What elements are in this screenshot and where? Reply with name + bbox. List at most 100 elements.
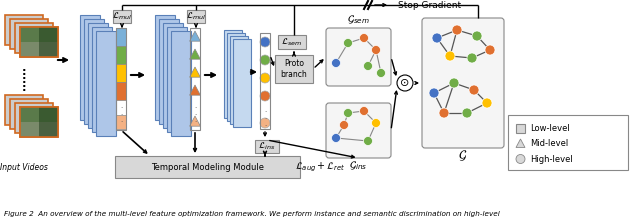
Bar <box>20 107 58 137</box>
Polygon shape <box>189 116 200 126</box>
Bar <box>20 27 58 57</box>
Bar <box>116 82 126 100</box>
Circle shape <box>376 68 385 77</box>
Circle shape <box>449 78 459 88</box>
Bar <box>275 55 313 83</box>
Text: $\mathcal{L}_{ins}$: $\mathcal{L}_{ins}$ <box>259 141 276 152</box>
Circle shape <box>397 75 413 91</box>
Text: Stop Gradient: Stop Gradient <box>399 1 461 10</box>
Bar <box>80 15 100 120</box>
Bar <box>20 42 39 57</box>
Bar <box>5 95 43 125</box>
Text: ·
·
·: · · · <box>120 105 122 125</box>
Circle shape <box>445 51 455 61</box>
Bar <box>171 31 191 136</box>
Bar <box>96 31 116 136</box>
Bar <box>116 28 126 130</box>
Bar <box>190 28 200 130</box>
Bar <box>10 19 48 49</box>
Circle shape <box>364 62 372 70</box>
Bar <box>84 19 104 124</box>
Bar <box>116 64 126 82</box>
Bar <box>92 27 112 132</box>
Circle shape <box>332 134 340 143</box>
Text: Mid-level: Mid-level <box>530 139 568 148</box>
Text: Proto
branch: Proto branch <box>280 59 307 79</box>
Text: ·
·
·: · · · <box>264 109 266 129</box>
Bar <box>15 103 53 133</box>
Circle shape <box>452 25 462 35</box>
Circle shape <box>260 37 270 47</box>
Polygon shape <box>189 85 200 95</box>
Circle shape <box>344 38 353 48</box>
Bar <box>163 23 183 128</box>
Bar <box>159 19 179 124</box>
Bar <box>5 15 43 45</box>
Text: $\mathcal{L}_{mul}$: $\mathcal{L}_{mul}$ <box>186 11 206 22</box>
Bar <box>115 156 300 178</box>
Text: $\mathcal{G}_{ins}$: $\mathcal{G}_{ins}$ <box>349 160 368 172</box>
Bar <box>187 10 205 23</box>
Bar <box>39 122 58 137</box>
Polygon shape <box>516 139 525 147</box>
Bar <box>39 42 58 57</box>
Text: Input Videos: Input Videos <box>0 163 48 172</box>
Circle shape <box>516 154 525 163</box>
Text: $\mathcal{G}$: $\mathcal{G}$ <box>458 149 468 163</box>
Polygon shape <box>189 31 200 41</box>
Text: Low-level: Low-level <box>530 124 570 133</box>
Circle shape <box>364 136 372 145</box>
Bar <box>155 15 175 120</box>
Bar <box>88 23 108 128</box>
Text: ⊙: ⊙ <box>400 78 410 88</box>
Text: $\mathcal{L}_{aug} + \mathcal{L}_{ret}$: $\mathcal{L}_{aug} + \mathcal{L}_{ret}$ <box>294 160 346 174</box>
Circle shape <box>339 121 349 130</box>
FancyBboxPatch shape <box>326 28 391 86</box>
Bar <box>20 122 39 137</box>
Circle shape <box>344 108 353 117</box>
Bar <box>39 27 58 42</box>
Bar <box>278 35 306 49</box>
Bar <box>255 140 279 153</box>
FancyBboxPatch shape <box>422 18 504 148</box>
Polygon shape <box>189 49 200 59</box>
Bar <box>116 28 126 46</box>
Bar <box>227 33 245 121</box>
Circle shape <box>482 98 492 108</box>
Bar <box>116 115 126 129</box>
Circle shape <box>360 106 369 116</box>
Circle shape <box>260 91 270 101</box>
Bar <box>260 33 270 129</box>
Bar <box>20 107 58 137</box>
Circle shape <box>260 73 270 83</box>
Polygon shape <box>189 67 200 77</box>
Bar <box>10 99 48 129</box>
Circle shape <box>260 55 270 65</box>
Text: ·
·
·: · · · <box>194 105 196 125</box>
Text: $\mathcal{L}_{sem}$: $\mathcal{L}_{sem}$ <box>282 36 303 48</box>
Circle shape <box>432 33 442 43</box>
Circle shape <box>462 108 472 118</box>
Circle shape <box>472 31 482 41</box>
Bar <box>113 10 131 23</box>
Bar <box>233 39 251 127</box>
Bar <box>230 36 248 124</box>
Bar <box>167 27 187 132</box>
Circle shape <box>469 85 479 95</box>
Bar <box>116 46 126 64</box>
Text: High-level: High-level <box>530 154 573 163</box>
Circle shape <box>371 119 381 128</box>
Text: Temporal Modeling Module: Temporal Modeling Module <box>151 163 264 172</box>
Bar <box>224 30 242 118</box>
Text: $\mathcal{L}_{mul}$: $\mathcal{L}_{mul}$ <box>112 11 132 22</box>
Text: :: : <box>22 67 26 77</box>
FancyBboxPatch shape <box>326 103 391 158</box>
Circle shape <box>485 45 495 55</box>
Circle shape <box>332 59 340 68</box>
Text: Figure 2  An overview of the multi-level feature optimization framework. We perf: Figure 2 An overview of the multi-level … <box>4 211 500 217</box>
Bar <box>15 23 53 53</box>
Text: $\mathcal{G}_{sem}$: $\mathcal{G}_{sem}$ <box>347 14 370 26</box>
Circle shape <box>360 33 369 42</box>
Bar <box>39 107 58 122</box>
Bar <box>20 27 39 42</box>
